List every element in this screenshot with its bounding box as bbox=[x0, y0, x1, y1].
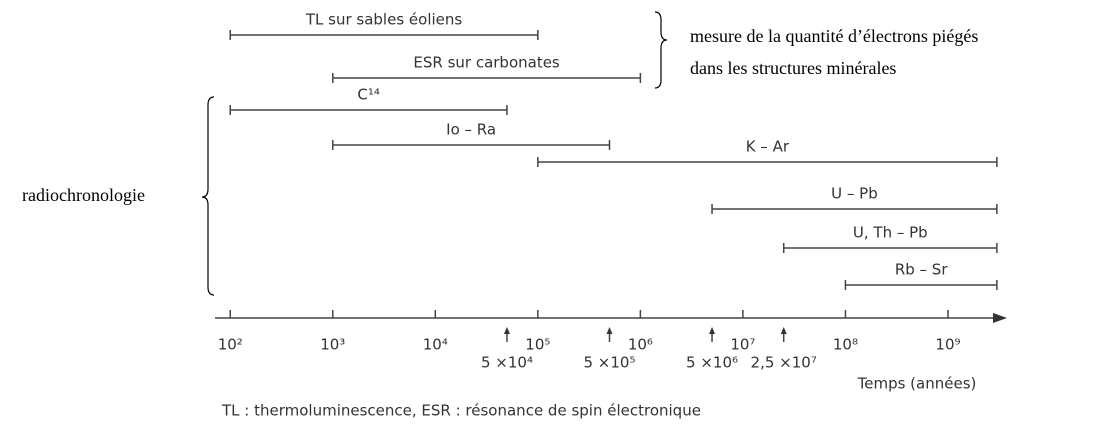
x-tick-label: 10⁷ bbox=[730, 336, 755, 354]
x-tick-label: 10³ bbox=[320, 336, 345, 354]
brace-left bbox=[201, 96, 215, 296]
x-tick-label: 5 ×10⁶ bbox=[686, 354, 738, 372]
range-label: Rb – Sr bbox=[895, 261, 949, 279]
arrow-head bbox=[503, 327, 510, 334]
x-tick-label: 10⁶ bbox=[628, 336, 653, 354]
range-label: TL sur sables éoliens bbox=[305, 11, 463, 29]
brace-top bbox=[654, 11, 668, 89]
x-tick-label: 10⁸ bbox=[833, 336, 858, 354]
x-tick-label: 5 ×10⁵ bbox=[584, 354, 636, 372]
x-tick-label: 10⁹ bbox=[935, 336, 960, 354]
footnote: TL : thermoluminescence, ESR : résonance… bbox=[221, 402, 701, 420]
annotation: mesure de la quantité d’électrons piégés bbox=[690, 26, 978, 46]
x-tick-label: 10⁵ bbox=[525, 336, 550, 354]
arrow-head bbox=[780, 327, 787, 334]
x-tick-label: 2,5 ×10⁷ bbox=[751, 354, 817, 372]
range-label: C¹⁴ bbox=[357, 86, 380, 104]
range-label: Io – Ra bbox=[446, 121, 496, 139]
arrow-head bbox=[709, 327, 716, 334]
x-axis-label: Temps (années) bbox=[857, 375, 977, 393]
x-tick-label: 10⁴ bbox=[423, 336, 448, 354]
range-label: K – Ar bbox=[746, 138, 790, 156]
x-tick-label: 10² bbox=[218, 336, 243, 354]
range-label: U – Pb bbox=[831, 185, 878, 203]
arrow-head bbox=[606, 327, 613, 334]
range-label: ESR sur carbonates bbox=[413, 54, 560, 72]
axis-arrow bbox=[993, 313, 1007, 323]
annotation: radiochronologie bbox=[22, 185, 145, 205]
annotation: dans les structures minérales bbox=[690, 58, 896, 78]
x-tick-label: 5 ×10⁴ bbox=[481, 354, 533, 372]
range-label: U, Th – Pb bbox=[853, 224, 928, 242]
